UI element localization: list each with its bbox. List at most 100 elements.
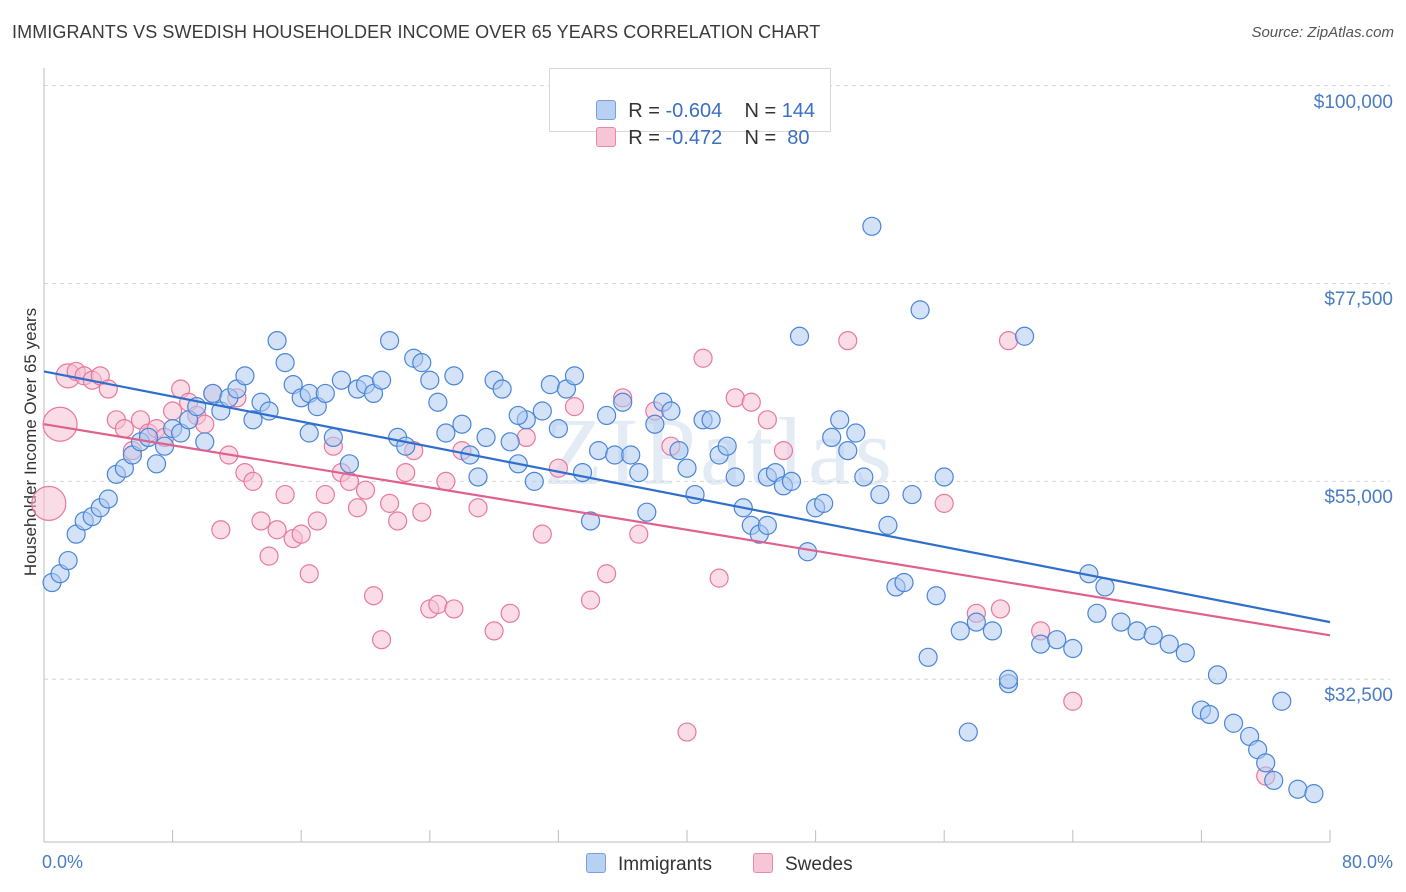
immigrant-point <box>58 550 78 571</box>
swede-point <box>580 590 601 610</box>
immigrants-swatch-icon <box>596 100 617 120</box>
swede-point <box>315 484 335 505</box>
immigrant-point <box>1087 603 1107 623</box>
swede-point <box>299 564 319 584</box>
swede-point <box>371 630 392 650</box>
immigrant-point <box>524 471 544 491</box>
swedes-swatch-icon <box>596 127 617 147</box>
immigrant-point <box>380 331 400 351</box>
immigrant-point <box>902 484 922 505</box>
immigrant-point <box>958 722 978 742</box>
immigrant-point <box>1223 713 1244 733</box>
immigrant-point <box>926 586 946 606</box>
immigrant-point <box>950 621 970 641</box>
immigrant-point <box>138 427 159 448</box>
stats-legend: R = -0.604 N = 144 R = -0.472 N = 80 <box>549 68 831 149</box>
swede-point <box>773 441 794 461</box>
immigrant-point <box>1063 638 1083 659</box>
swede-point <box>629 524 649 544</box>
swede-point <box>307 511 327 531</box>
legend-immigrants[interactable]: Immigrants <box>586 853 712 876</box>
immigrant-point <box>580 511 601 531</box>
immigrant-point <box>1111 612 1131 632</box>
swede-point <box>347 498 368 518</box>
swede-point <box>396 462 416 483</box>
immigrant-point <box>371 370 392 390</box>
source-label: Source: ZipAtlas.com <box>1251 24 1394 41</box>
immigrants-trend-line <box>43 370 1331 624</box>
chart-title: IMMIGRANTS VS SWEDISH HOUSEHOLDER INCOME… <box>12 22 821 42</box>
immigrant-point <box>862 216 882 236</box>
immigrant-point <box>564 366 585 386</box>
immigrant-point <box>315 383 335 404</box>
swede-point <box>548 458 569 478</box>
y-tick-label: $55,000 <box>1324 487 1393 509</box>
immigrant-point <box>613 392 633 412</box>
immigrant-point <box>452 414 472 434</box>
swede-point <box>275 484 295 505</box>
immigrant-point <box>789 326 810 346</box>
immigrant-point <box>98 489 118 509</box>
immigrant-point <box>299 423 319 443</box>
immigrant-point <box>412 353 432 373</box>
swede-point <box>709 568 729 588</box>
swede-point <box>990 599 1011 619</box>
legend-n-label: N = <box>744 100 782 122</box>
swede-point <box>267 520 287 540</box>
immigrant-point <box>966 612 986 632</box>
immigrant-point <box>605 445 625 465</box>
swede-point <box>163 401 183 421</box>
swede-point <box>195 414 215 434</box>
immigrant-point <box>1207 665 1228 685</box>
legend-row-swedes: R = -0.472 N = 80 <box>574 104 810 173</box>
immigrant-point <box>701 410 721 430</box>
legend-r-label: R = <box>628 127 666 149</box>
swede-point <box>243 471 263 491</box>
swede-point <box>597 564 617 584</box>
immigrant-point <box>685 484 705 505</box>
legend-row-immigrants: R = -0.604 N = 144 <box>574 77 815 146</box>
swede-point <box>564 397 585 417</box>
swede-point <box>838 331 858 351</box>
immigrant-point <box>669 441 689 461</box>
immigrant-point <box>508 405 528 426</box>
immigrant-point <box>998 669 1019 689</box>
swede-point <box>388 511 408 531</box>
legend-n-value: 144 <box>781 100 816 122</box>
legend-swedes[interactable]: Swedes <box>753 853 853 876</box>
swede-point <box>532 524 552 544</box>
immigrant-point <box>822 427 842 448</box>
immigrant-point <box>468 467 488 487</box>
y-tick-label: $100,000 <box>1313 91 1393 113</box>
immigrant-point <box>1199 704 1220 725</box>
immigrant-point <box>492 379 512 399</box>
immigrant-point <box>830 410 850 430</box>
immigrant-point <box>1014 326 1035 346</box>
immigrant-point <box>894 572 914 593</box>
swede-point <box>251 511 271 531</box>
swede-point <box>741 392 761 412</box>
immigrant-point <box>1095 577 1115 597</box>
immigrant-point <box>846 423 866 443</box>
swede-point <box>444 599 464 619</box>
immigrant-point <box>918 647 938 667</box>
y-tick-label: $32,500 <box>1324 685 1393 707</box>
immigrant-point <box>444 366 464 386</box>
swede-point <box>500 603 520 623</box>
immigrant-point <box>677 458 697 478</box>
immigrant-point <box>500 432 520 452</box>
immigrant-point <box>532 401 552 421</box>
swede-point <box>677 722 697 742</box>
swedes-swatch-icon <box>753 853 773 873</box>
immigrant-point <box>621 445 641 465</box>
immigrant-point <box>572 462 593 483</box>
swedes-trend-line <box>43 423 1331 637</box>
immigrant-point <box>717 436 737 456</box>
immigrant-point <box>597 405 617 426</box>
swede-point <box>428 594 448 615</box>
immigrant-point <box>910 300 930 320</box>
immigrants-swatch-icon <box>586 853 606 873</box>
legend-r-value: -0.472 <box>665 127 723 149</box>
swede-point <box>1063 691 1083 711</box>
immigrant-point <box>1288 779 1308 799</box>
